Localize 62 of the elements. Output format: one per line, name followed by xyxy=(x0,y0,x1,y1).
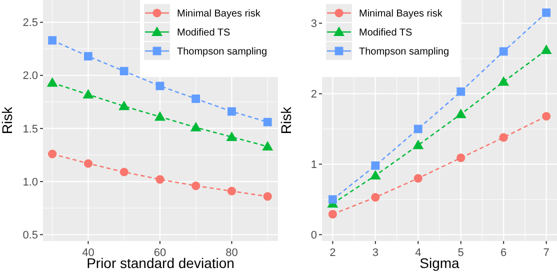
point xyxy=(455,108,466,118)
y-axis-title: Risk xyxy=(278,106,294,134)
point xyxy=(414,174,422,183)
point xyxy=(371,193,380,202)
point xyxy=(82,88,94,98)
y-tick-label: 1.5 xyxy=(22,123,38,136)
point xyxy=(156,175,164,184)
x-tick-label: 2 xyxy=(330,247,336,259)
y-tick-label: 2 xyxy=(310,88,317,101)
point xyxy=(328,195,337,204)
point xyxy=(456,87,466,96)
point xyxy=(120,66,128,76)
y-tick-label: 3 xyxy=(310,18,317,30)
y-tick-label: 2.0 xyxy=(22,70,38,82)
point xyxy=(84,159,93,168)
point xyxy=(48,150,57,158)
x-tick-label: 7 xyxy=(543,247,550,259)
point xyxy=(371,161,380,170)
y-axis-title: Risk xyxy=(0,106,15,134)
x-tick-label: 4 xyxy=(415,247,422,259)
point xyxy=(262,141,274,151)
point xyxy=(226,131,238,141)
point xyxy=(156,82,164,90)
x-tick-label: 6 xyxy=(500,247,507,259)
point xyxy=(542,112,551,121)
point xyxy=(192,94,200,103)
y-tick-label: 1 xyxy=(310,159,317,172)
point xyxy=(412,140,424,150)
legend-label: Thompson sampling xyxy=(359,46,450,58)
point xyxy=(120,168,128,176)
point xyxy=(227,186,236,196)
point xyxy=(154,111,166,121)
point xyxy=(328,210,337,219)
legend-label: Modified TS xyxy=(359,28,413,38)
x-tick-label: 3 xyxy=(372,247,378,259)
point xyxy=(499,47,508,56)
point xyxy=(499,133,508,142)
point xyxy=(542,8,551,17)
legend-label: Minimal Bayes risk xyxy=(359,8,444,20)
point xyxy=(46,77,58,87)
point xyxy=(540,44,552,54)
point xyxy=(263,118,272,126)
x-tick-label: 5 xyxy=(458,247,464,259)
y-tick-label: 0.5 xyxy=(22,229,38,242)
point xyxy=(263,192,272,201)
point xyxy=(84,52,92,60)
point xyxy=(48,36,57,45)
point xyxy=(370,170,381,180)
point xyxy=(498,76,510,86)
point xyxy=(456,154,466,162)
point xyxy=(190,122,202,132)
legend-label: Thompson sampling xyxy=(177,46,268,58)
point xyxy=(118,100,130,110)
legend-label: Modified TS xyxy=(177,28,231,38)
legend-label: Minimal Bayes risk xyxy=(177,8,262,20)
x-axis-title: Sigma xyxy=(420,255,460,271)
point xyxy=(414,124,422,134)
y-tick-label: 0 xyxy=(310,230,317,242)
y-tick-label: 2.5 xyxy=(22,17,38,30)
y-tick-label: 1.0 xyxy=(22,176,38,188)
point xyxy=(192,181,200,190)
point xyxy=(228,107,236,116)
